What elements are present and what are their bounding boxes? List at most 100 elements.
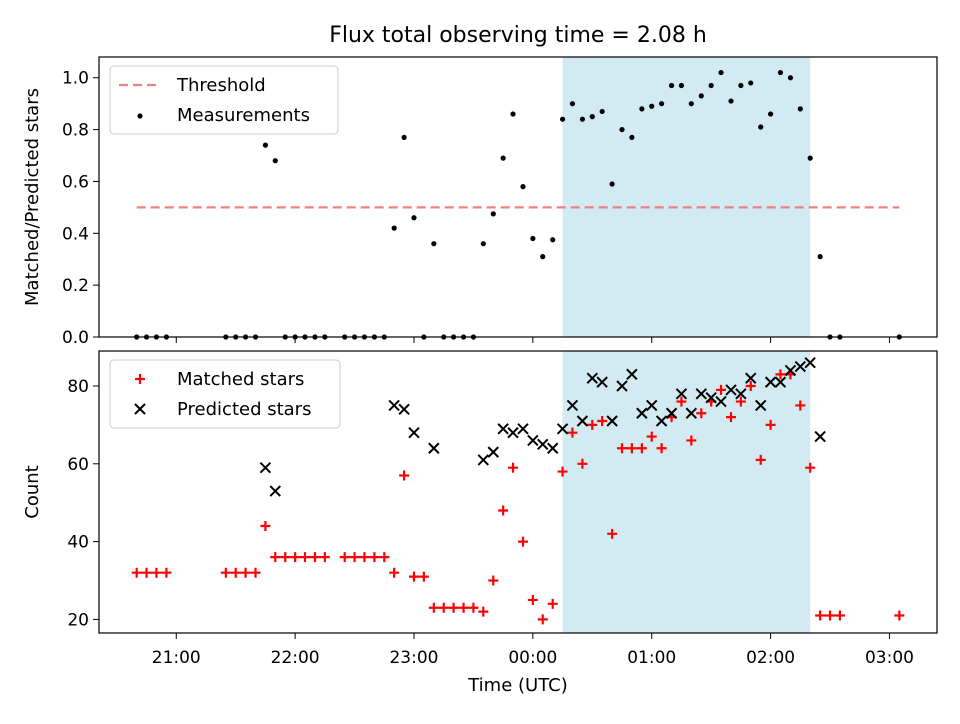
predicted-star-point [388, 399, 400, 412]
predicted-star-point [517, 423, 529, 435]
measurement-point [698, 93, 704, 99]
measurement-point [411, 215, 417, 221]
measurement-point [639, 106, 645, 112]
matched-star-point [686, 435, 697, 446]
matched-star-point [468, 602, 479, 613]
top-y-tick-label: 0.4 [62, 224, 89, 244]
x-axis-label: Time (UTC) [467, 675, 568, 696]
predicted-star-point [576, 415, 589, 427]
matched-star-point [646, 431, 657, 442]
measurement-point [718, 69, 724, 76]
measurement-point [688, 101, 694, 107]
measurement-point [678, 82, 685, 89]
top-legend: Threshold Measurements [109, 65, 339, 135]
measurement-point [272, 158, 278, 164]
top-y-tick-label: 0.8 [62, 121, 89, 141]
predicted-star-point [616, 380, 628, 392]
measurement-point [609, 181, 615, 187]
predicted-star-point [735, 388, 747, 400]
measurement-point [500, 155, 506, 161]
matched-star-point [805, 462, 816, 473]
predicted-star-point [685, 407, 698, 419]
predicted-star-point [269, 485, 281, 497]
measurement-point [401, 134, 407, 140]
predicted-star-point [497, 423, 509, 435]
matched-star-point [389, 567, 400, 578]
predicted-star-point [586, 372, 598, 384]
matched-star-point [478, 606, 489, 617]
predicted-star-point [814, 430, 826, 443]
matched-star-point [379, 552, 390, 563]
measurement-point [797, 106, 803, 112]
measurement-point [619, 126, 625, 133]
bottom-ticks: 20 40 60 80 21:00 22:00 23:00 00:00 01:00 02:00 03… [67, 377, 914, 668]
x-tick-label: 03:00 [865, 648, 914, 668]
matched-star-point [557, 466, 568, 477]
matched-star-point [220, 567, 231, 578]
predicted-star-point [804, 356, 816, 369]
matched-star-point [260, 521, 271, 532]
predicted-star-point [794, 360, 807, 373]
matched-star-point [834, 610, 845, 621]
legend-matched-swatch [135, 374, 145, 384]
matched-star-point [428, 602, 439, 613]
predicted-star-point [596, 376, 608, 388]
measurement-point [738, 82, 744, 89]
matched-star-point [299, 552, 310, 563]
matched-star-point [349, 552, 360, 563]
measurement-point [728, 98, 734, 104]
matched-star-point [617, 443, 628, 454]
matched-star-point [319, 552, 330, 563]
matched-star-point [309, 552, 320, 563]
predicted-star-point [556, 423, 569, 435]
bottom-y-tick-label: 60 [67, 455, 89, 475]
matched-star-point [230, 567, 241, 578]
x-tick-label: 21:00 [152, 648, 201, 668]
predicted-star-point [745, 372, 757, 384]
predicted-star-point [646, 399, 658, 412]
bottom-legend-box [109, 359, 341, 429]
top-legend-box [109, 65, 339, 135]
legend-predicted-swatch [134, 403, 146, 415]
matched-star-point [745, 381, 756, 392]
measurement-point [431, 241, 437, 247]
matched-star-point [735, 396, 746, 407]
predicted-star-point [715, 395, 727, 408]
bottom-axes-frame [98, 350, 938, 634]
matched-star-point [151, 567, 162, 578]
bottom-highlight-span [562, 351, 811, 633]
matched-star-point [488, 575, 499, 586]
legend-entry-label: Matched stars [177, 369, 304, 390]
bottom-y-tick-label: 80 [67, 377, 89, 397]
predicted-star-point [527, 434, 539, 447]
legend-entry-label: Measurements [177, 105, 310, 126]
matched-star-point [607, 528, 618, 539]
bottom-legend: Matched stars Predicted stars [109, 359, 341, 429]
measurement-point [817, 254, 823, 260]
predicted-star-point [695, 388, 707, 400]
matched-star-point [359, 552, 370, 563]
predicted-star-point [398, 403, 410, 416]
measurement-point [480, 241, 486, 247]
matched-star-point [527, 594, 538, 605]
top-ticks: 0.0 0.2 0.4 0.6 0.8 1.0 [62, 69, 890, 348]
matched-star-point [656, 443, 667, 454]
predicted-star-point [655, 415, 668, 427]
bottom-data-layer [131, 356, 905, 625]
x-tick-label: 00:00 [508, 648, 557, 668]
bottom-y-axis-label: Count [22, 465, 43, 518]
measurement-point [807, 155, 813, 161]
predicted-star-point [566, 399, 579, 412]
measurement-point [758, 124, 764, 130]
predicted-star-point [705, 391, 717, 404]
top-y-tick-label: 0.6 [62, 172, 89, 192]
x-tick-label: 23:00 [389, 648, 438, 668]
matched-star-point [270, 552, 281, 563]
predicted-star-point [774, 376, 787, 388]
matched-star-point [498, 505, 509, 516]
legend-entry-label: Threshold [176, 75, 266, 96]
predicted-star-point [665, 407, 678, 419]
measurement-point [510, 111, 516, 117]
matched-star-point [597, 416, 608, 427]
predicted-star-point [537, 438, 549, 451]
